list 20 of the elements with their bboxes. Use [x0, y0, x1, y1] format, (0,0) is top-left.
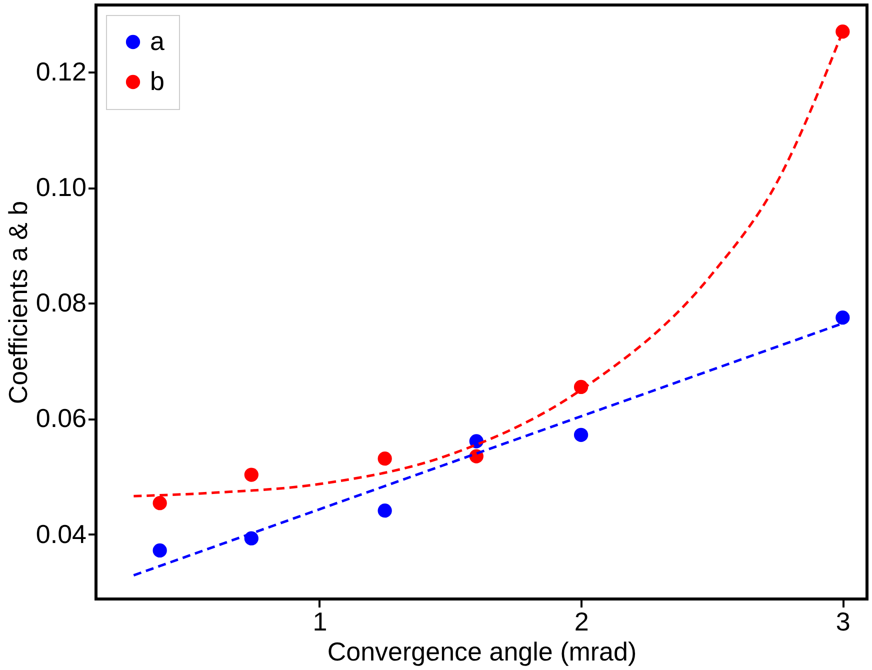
x-tick-label: 2 — [574, 606, 589, 636]
point — [152, 543, 167, 558]
y-axis-title: Coefficients a & b — [2, 200, 33, 404]
y-tick-label: 0.04 — [36, 518, 86, 549]
x-tick-label: 1 — [312, 606, 328, 636]
point — [244, 468, 258, 482]
legend-label: a — [150, 26, 165, 56]
point — [152, 496, 167, 510]
y-tick-label: 0.08 — [36, 288, 86, 318]
x-tick-label: 3 — [836, 606, 850, 636]
point — [574, 428, 588, 442]
point — [836, 24, 850, 39]
y-tick-label: 0.06 — [36, 403, 86, 434]
legend-label: b — [150, 66, 164, 96]
x-axis-title: Convergence angle (mrad) — [327, 636, 637, 666]
point — [378, 452, 392, 466]
point — [378, 504, 392, 518]
point — [836, 310, 850, 325]
y-tick-label: 0.10 — [36, 172, 86, 202]
y-tick-label: 0.12 — [36, 56, 86, 87]
